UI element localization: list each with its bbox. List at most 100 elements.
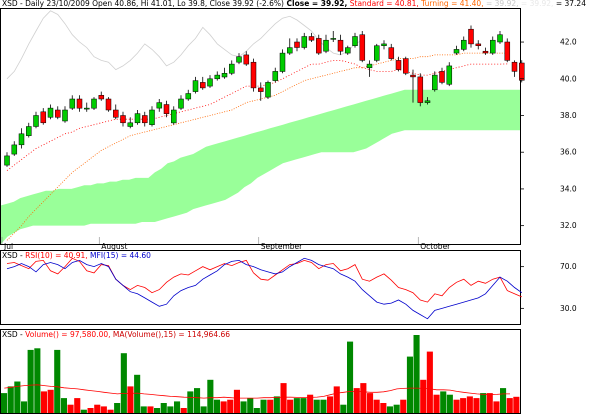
header-part: RSI(10) = 40.91, <box>25 251 88 260</box>
volume-bar <box>260 399 267 413</box>
candle-body <box>424 100 431 103</box>
candle-body <box>18 133 25 146</box>
candle-body <box>221 73 228 78</box>
candle-body <box>359 34 366 61</box>
price-indicator-lines <box>6 10 508 241</box>
volume-bar <box>80 409 87 413</box>
volume-bar <box>367 393 374 413</box>
candle-body <box>178 98 184 109</box>
candle-body <box>279 52 286 72</box>
volume-bar <box>140 406 147 413</box>
volume-bar <box>440 391 447 413</box>
volume-bar <box>287 399 294 413</box>
volume-bar <box>47 389 54 413</box>
volume-bar <box>174 401 181 413</box>
volume-bar <box>500 388 507 413</box>
x-tick-label: October <box>420 242 451 251</box>
volume-bar <box>74 398 81 413</box>
oscillator-panel-header: XSD - RSI(10) = 40.91, MFI(15) = 44.60 <box>2 251 151 260</box>
price-y-axis: 32.0 34.0 36.0 38.0 40.0 42.0 <box>520 38 577 230</box>
volume-bar <box>160 403 167 413</box>
candle-body <box>200 82 206 89</box>
volume-bar <box>313 399 320 413</box>
header-part: Standard = 40.81, <box>347 0 418 8</box>
volume-panel: XSD - Volume() = 97,580.00, MA(Volume(),… <box>0 329 521 414</box>
price-x-axis: Jul August September October <box>1 237 451 251</box>
candle-body <box>381 43 387 46</box>
candle-body <box>76 98 83 109</box>
candle-body <box>185 93 192 100</box>
volume-bar <box>233 389 240 413</box>
candle-body <box>84 107 90 110</box>
candle-body <box>352 36 358 46</box>
volume-bar <box>453 399 460 413</box>
candle-body <box>250 61 257 89</box>
volume-bar <box>267 399 274 413</box>
candle-body <box>308 36 315 41</box>
volume-bar <box>27 349 34 413</box>
candle-body <box>69 98 76 109</box>
volume-bar <box>147 406 154 413</box>
volume-bar <box>420 379 427 413</box>
volume-bar <box>114 403 121 413</box>
candle-body <box>243 54 250 65</box>
candle-body <box>490 39 496 54</box>
candle-body <box>142 115 148 124</box>
volume-bar <box>307 394 314 413</box>
turning-line <box>6 52 508 241</box>
oscillator-panel-frame <box>0 250 521 325</box>
candle-body <box>127 122 134 127</box>
header-part: = 39.92, <box>519 0 554 8</box>
volume-bar <box>240 401 247 413</box>
candle-body <box>149 109 155 125</box>
candle-body <box>11 144 18 155</box>
candle-body <box>113 109 119 118</box>
volume-bar <box>213 399 220 413</box>
oscillator-lines <box>6 257 523 320</box>
header-part: XSD - <box>2 330 25 339</box>
header-part: MFI(15) = 44.60 <box>88 251 152 260</box>
volume-bar <box>107 409 114 413</box>
candle-body <box>316 38 322 54</box>
candle-body <box>453 49 460 54</box>
volume-panel-header: XSD - Volume() = 97,580.00, MA(Volume(),… <box>2 330 230 339</box>
candle-body <box>482 50 489 54</box>
volume-bar <box>100 406 107 413</box>
candle-body <box>366 63 373 69</box>
candle-body <box>337 39 344 52</box>
header-part: XSD - Daily 23/10/2009 Open 40.86, Hi 41… <box>2 0 284 8</box>
candle-body <box>345 47 351 54</box>
candle-body <box>207 78 213 87</box>
header-part: Turning = 41.40, <box>419 0 484 8</box>
volume-bar <box>493 401 500 413</box>
volume-bar <box>187 391 194 413</box>
candle-body <box>47 107 54 118</box>
candle-body <box>461 39 467 50</box>
volume-bar <box>426 351 433 413</box>
candle-body <box>301 36 308 48</box>
candle-body <box>410 74 416 78</box>
candle-body <box>519 62 525 81</box>
candle-body <box>395 60 402 70</box>
price-candles <box>4 25 525 167</box>
volume-bar <box>1 393 8 413</box>
candle-body <box>432 74 438 91</box>
x-tick-label: September <box>261 242 303 251</box>
candle-body <box>98 95 105 100</box>
volume-bar <box>167 406 174 413</box>
volume-bar <box>473 398 480 413</box>
volume-bar <box>393 404 400 413</box>
candle-body <box>134 113 141 124</box>
header-part: = 39.92, <box>484 0 519 8</box>
volume-bar <box>7 386 14 413</box>
header-part: XSD - <box>2 251 25 260</box>
oscillator-series-line <box>6 257 522 303</box>
volume-bar <box>413 335 420 413</box>
candle-body <box>265 82 271 98</box>
header-part: = 37.24 <box>553 0 586 8</box>
volume-bar <box>433 394 440 413</box>
volume-bar <box>480 393 487 413</box>
y-tick-label: 38.0 <box>560 111 577 120</box>
volume-bar <box>400 399 407 413</box>
